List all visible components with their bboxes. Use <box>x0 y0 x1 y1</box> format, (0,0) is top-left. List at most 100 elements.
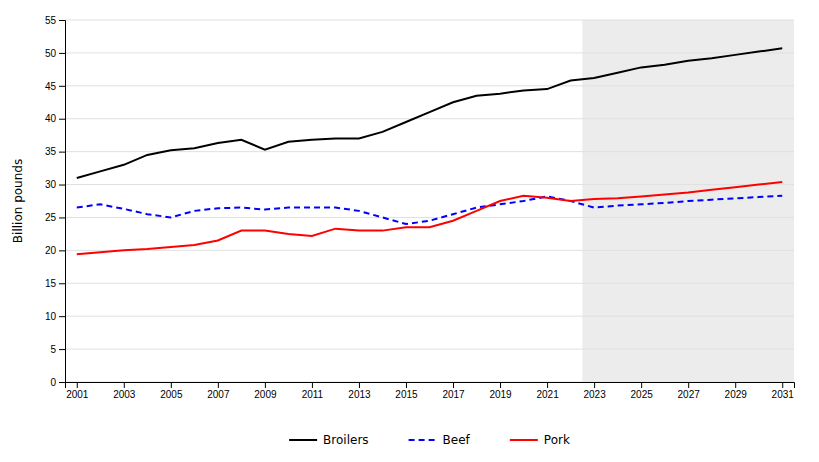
y-axis: 0510152025303540455055 <box>45 15 66 388</box>
y-tick: 40 <box>45 113 65 124</box>
x-tick-label: 2025 <box>631 389 654 400</box>
y-tick: 35 <box>45 146 65 157</box>
x-tick-label: 2007 <box>207 389 230 400</box>
y-tick-mark <box>59 185 65 186</box>
x-tick-label: 2009 <box>254 389 277 400</box>
x-tick: 2003 <box>113 382 136 400</box>
grid <box>65 20 794 382</box>
y-tick-label: 40 <box>45 113 57 124</box>
y-tick: 50 <box>45 48 65 59</box>
legend-label: Pork <box>544 433 570 447</box>
y-tick-mark <box>59 316 65 317</box>
x-tick-mark <box>218 382 219 388</box>
grid-line <box>65 316 794 317</box>
y-tick-mark <box>59 283 65 284</box>
grid-line <box>65 52 794 53</box>
x-tick-label: 2031 <box>772 389 795 400</box>
y-tick-mark <box>59 119 65 120</box>
series-line <box>77 196 782 224</box>
x-tick: 2013 <box>348 382 371 400</box>
y-tick-mark <box>59 382 65 383</box>
y-tick-label: 10 <box>45 311 57 322</box>
x-tick-mark <box>124 382 125 388</box>
legend-swatch <box>510 439 538 441</box>
x-tick: 2023 <box>583 382 606 400</box>
legend-item: Broilers <box>289 433 368 447</box>
y-tick-mark <box>59 250 65 251</box>
x-tick-label: 2011 <box>302 389 324 400</box>
x-tick-mark <box>265 382 266 388</box>
x-tick-mark <box>688 382 689 388</box>
x-tick-mark <box>735 382 736 388</box>
legend-label: Broilers <box>323 433 368 447</box>
x-tick: 2007 <box>207 382 230 400</box>
grid-line <box>65 349 794 350</box>
series-line <box>77 182 782 254</box>
y-tick: 5 <box>50 344 65 355</box>
y-tick-mark <box>59 86 65 87</box>
legend-swatch <box>409 439 437 441</box>
plot: 2001200320052007200920112013201520172019… <box>45 15 795 400</box>
x-tick-label: 2019 <box>489 389 512 400</box>
x-tick-label: 2023 <box>583 389 606 400</box>
x-tick-label: 2029 <box>725 389 748 400</box>
x-tick-mark <box>500 382 501 388</box>
x-tick-label: 2027 <box>678 389 701 400</box>
y-tick-mark <box>59 217 65 218</box>
x-tick-mark <box>547 382 548 388</box>
x-tick-mark <box>171 382 172 388</box>
legend-item: Pork <box>510 433 570 447</box>
grid-line <box>65 85 794 86</box>
x-tick: 2015 <box>395 382 418 400</box>
x-tick-label: 2013 <box>348 389 371 400</box>
x-tick-mark <box>312 382 313 388</box>
lines <box>77 48 782 254</box>
y-axis-title: Billion pounds <box>11 159 25 243</box>
grid-line <box>65 151 794 152</box>
x-axis: 2001200320052007200920112013201520172019… <box>66 382 795 400</box>
x-tick: 2019 <box>489 382 512 400</box>
x-tick: 2001 <box>66 382 89 400</box>
y-tick: 55 <box>45 15 65 26</box>
y-tick: 45 <box>45 81 65 92</box>
x-tick: 2029 <box>725 382 748 400</box>
y-tick-label: 5 <box>50 344 56 355</box>
grid-line <box>65 118 794 119</box>
x-tick-mark <box>782 382 783 388</box>
x-tick-mark <box>453 382 454 388</box>
y-tick: 30 <box>45 179 65 190</box>
x-tick-mark <box>594 382 595 388</box>
x-tick: 2027 <box>678 382 701 400</box>
x-tick-mark <box>406 382 407 388</box>
x-tick: 2021 <box>536 382 559 400</box>
legend-swatch <box>289 439 317 441</box>
y-tick-label: 55 <box>45 15 57 26</box>
x-axis-line <box>66 383 795 389</box>
grid-line <box>65 250 794 251</box>
x-tick-label: 2003 <box>113 389 136 400</box>
y-axis-line <box>59 21 66 383</box>
y-tick-mark <box>59 349 65 350</box>
y-tick: 10 <box>45 311 65 322</box>
y-tick-label: 35 <box>45 146 57 157</box>
x-tick-label: 2015 <box>395 389 418 400</box>
x-tick-label: 2001 <box>66 389 89 400</box>
y-tick: 20 <box>45 245 65 256</box>
x-tick: 2009 <box>254 382 277 400</box>
y-tick-label: 50 <box>45 48 57 59</box>
grid-line <box>65 20 794 21</box>
chart: 2001200320052007200920112013201520172019… <box>0 0 819 462</box>
legend-item: Beef <box>409 433 471 447</box>
y-tick-label: 20 <box>45 245 57 256</box>
series-line <box>77 48 782 178</box>
x-tick-label: 2021 <box>536 389 559 400</box>
x-tick-label: 2017 <box>442 389 465 400</box>
x-tick: 2031 <box>772 382 795 400</box>
y-tick: 15 <box>45 278 65 289</box>
grid-line <box>65 217 794 218</box>
x-tick: 2017 <box>442 382 465 400</box>
y-tick-mark <box>59 20 65 21</box>
y-tick-label: 15 <box>45 278 57 289</box>
y-tick-label: 30 <box>45 179 57 190</box>
grid-line <box>65 184 794 185</box>
